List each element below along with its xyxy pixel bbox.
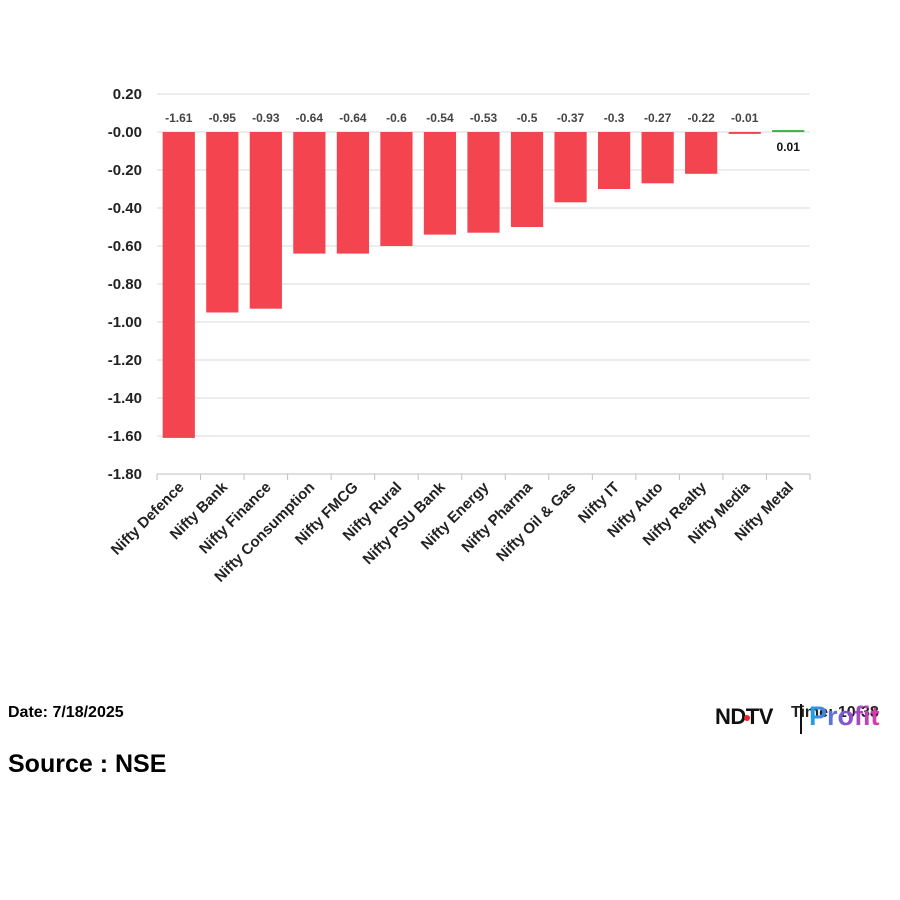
bar — [162, 132, 195, 438]
ndtv-profit-logo: NDTV Time: 10:38 Profit — [715, 700, 895, 736]
data-label: -0.64 — [339, 111, 367, 125]
y-tick-label: -0.20 — [108, 162, 142, 179]
y-tick-label: -0.80 — [108, 276, 142, 293]
data-label: -0.01 — [731, 111, 759, 125]
data-label: -0.6 — [386, 111, 407, 125]
y-tick-label: 0.20 — [113, 86, 142, 103]
bar — [293, 132, 326, 254]
bar — [641, 132, 674, 184]
y-tick-label: -0.40 — [108, 200, 142, 217]
bar — [423, 132, 457, 235]
y-tick-label: -1.40 — [108, 390, 142, 407]
date-label: Date: 7/18/2025 — [8, 704, 124, 721]
bar — [380, 132, 413, 246]
data-label: -0.93 — [252, 111, 280, 125]
data-label: -0.5 — [517, 111, 538, 125]
logo-profit-text: Profit — [809, 701, 880, 731]
data-label: -0.27 — [644, 111, 672, 125]
bar — [467, 132, 500, 233]
logo-divider — [800, 704, 802, 734]
data-label: -0.37 — [557, 111, 585, 125]
source-label: Source : NSE — [8, 750, 167, 778]
category-label: Nifty Defence — [108, 479, 188, 559]
y-tick-label: -0.60 — [108, 238, 142, 255]
bar — [510, 132, 544, 227]
time-label: Time: 10:38 — [791, 704, 879, 722]
y-tick-label: -1.20 — [108, 352, 142, 369]
bar — [249, 132, 282, 309]
data-label: -0.3 — [604, 111, 625, 125]
bar — [336, 132, 370, 254]
bar — [554, 132, 587, 203]
data-label: -0.95 — [209, 111, 237, 125]
logo-dot-icon — [744, 715, 750, 721]
y-tick-label: -1.60 — [108, 428, 142, 445]
y-tick-label: -1.80 — [108, 466, 142, 483]
data-label: -0.64 — [296, 111, 324, 125]
data-label: -0.22 — [687, 111, 715, 125]
bar — [597, 132, 631, 189]
data-label: -0.54 — [426, 111, 454, 125]
data-label: -1.61 — [165, 111, 193, 125]
bar — [685, 132, 718, 174]
bar-chart: 0.20 -0.00 -0.20 -0.40 -0.60 -0.80 -1.00 -1.20 -… — [108, 86, 811, 586]
y-tick-label: -0.00 — [108, 124, 142, 141]
bar — [728, 132, 761, 134]
data-label: 0.01 — [777, 140, 801, 154]
data-label: -0.53 — [470, 111, 498, 125]
category-label: Nifty Oil & Gas — [493, 479, 579, 565]
bar — [206, 132, 239, 313]
bar — [772, 130, 805, 132]
y-tick-label: -1.00 — [108, 314, 142, 331]
